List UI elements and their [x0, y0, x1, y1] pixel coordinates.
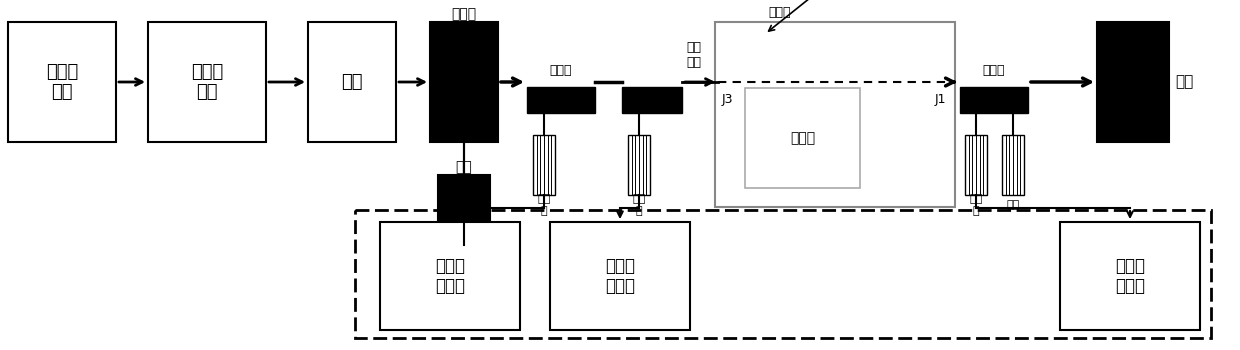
- Text: 负载: 负载: [1176, 75, 1193, 90]
- Bar: [430, 22, 498, 142]
- Text: 双定槽: 双定槽: [983, 64, 1006, 77]
- Text: 双定槽: 双定槽: [549, 64, 572, 77]
- Text: 输出功
率监测: 输出功 率监测: [1115, 257, 1145, 295]
- Text: 衰减
器: 衰减 器: [632, 194, 646, 216]
- Bar: [308, 22, 396, 142]
- Text: 信号发
生器: 信号发 生器: [46, 63, 78, 102]
- Text: 衰减
器: 衰减 器: [970, 194, 982, 216]
- Bar: [715, 22, 955, 207]
- Text: 穿墙
法兰: 穿墙 法兰: [687, 41, 702, 69]
- Bar: [148, 22, 267, 142]
- Bar: [438, 175, 490, 245]
- Bar: [1002, 135, 1024, 195]
- Text: 环形器: 环形器: [451, 7, 476, 21]
- Bar: [1097, 22, 1169, 142]
- Bar: [551, 222, 689, 330]
- Text: 脉冲调
制器: 脉冲调 制器: [191, 63, 223, 102]
- Text: 反射功
率监测: 反射功 率监测: [605, 257, 635, 295]
- Bar: [533, 135, 556, 195]
- Bar: [379, 222, 520, 330]
- Bar: [745, 88, 861, 188]
- Text: 负载: 负载: [455, 160, 472, 174]
- Text: J3: J3: [722, 93, 734, 106]
- Bar: [7, 22, 117, 142]
- Text: 输入功
率监测: 输入功 率监测: [435, 257, 465, 295]
- Text: 负载: 负载: [1007, 200, 1019, 210]
- Text: 衰减
器: 衰减 器: [537, 194, 551, 216]
- Text: 真空罐: 真空罐: [769, 6, 791, 19]
- Bar: [622, 87, 682, 113]
- Bar: [355, 210, 1211, 338]
- Text: J1: J1: [935, 93, 946, 106]
- Text: 被测件: 被测件: [790, 131, 815, 145]
- Bar: [960, 87, 1028, 113]
- Bar: [1060, 222, 1200, 330]
- Bar: [527, 87, 595, 113]
- Bar: [965, 135, 987, 195]
- Text: 功放: 功放: [341, 73, 363, 91]
- Bar: [627, 135, 650, 195]
